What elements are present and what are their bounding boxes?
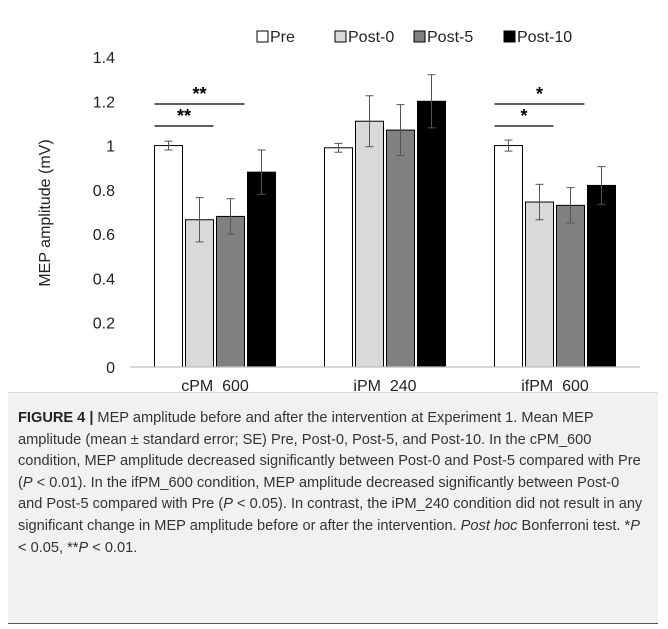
- legend-label: Post-0: [348, 29, 394, 46]
- legend: Pre Post-0 Post-5 Post-10: [256, 29, 572, 46]
- bar-post-5: [216, 215, 245, 368]
- bar-pre: [494, 145, 523, 368]
- y-tick-label: 1.2: [93, 94, 115, 111]
- bar-post-0: [355, 120, 384, 368]
- y-tick-label: 0.6: [93, 227, 115, 244]
- p-symbol: P: [630, 517, 640, 534]
- legend-swatch-post-10: [503, 30, 516, 43]
- x-tick-label: iPM_240: [353, 378, 416, 392]
- caption-text-1: MEP amplitude before and after the inter…: [18, 410, 641, 491]
- p-symbol: P: [22, 474, 33, 491]
- significance-label: **: [177, 106, 191, 126]
- significance-label: *: [536, 84, 543, 104]
- x-tick-label: ifPM_600: [521, 378, 589, 392]
- y-tick-label: 0.8: [93, 183, 115, 200]
- y-tick-label: 1: [106, 139, 115, 156]
- legend-swatch-pre: [256, 30, 269, 43]
- p-symbol: P: [223, 496, 233, 513]
- p-symbol: P: [78, 539, 89, 556]
- error-bars: [164, 74, 606, 243]
- bar-pre: [324, 147, 353, 368]
- bar-post-0: [525, 201, 554, 368]
- y-tick-label: 0: [106, 360, 115, 377]
- legend-swatch-post-5: [413, 30, 426, 43]
- caption-box: [8, 392, 658, 624]
- caption-separator: |: [89, 410, 94, 426]
- bar-post-5: [386, 129, 415, 368]
- x-axis-ticks: cPM_600 iPM_240 ifPM_600: [181, 378, 589, 392]
- bar-post-10: [417, 100, 446, 368]
- legend-label: Post-5: [427, 29, 473, 46]
- significance-markers: ******: [154, 84, 585, 127]
- caption-text-4: Bonferroni test. *: [517, 517, 631, 534]
- bar-chart: Pre Post-0 Post-5 Post-10 MEP amplitude (mV…: [37, 29, 640, 392]
- figure-label: FIGURE 4: [18, 410, 86, 426]
- significance-label: **: [192, 84, 206, 104]
- bar-post-10: [247, 171, 276, 368]
- caption-text-2: < 0.01). In the ifPM_600 condition, MEP …: [18, 474, 620, 513]
- y-axis-ticks: 0 0.2 0.4 0.6 0.8 1 1.2 1.4: [93, 50, 115, 377]
- caption-text-3: < 0.05). In contrast, the iPM_240 condit…: [18, 496, 643, 534]
- bar-post-5: [556, 204, 585, 368]
- post-hoc-text: Post hoc: [460, 517, 518, 534]
- y-tick-label: 0.4: [93, 271, 115, 288]
- bar-pre: [154, 145, 183, 368]
- significance-label: *: [520, 106, 527, 126]
- figure-caption: FIGURE 4 | MEP amplitude before and after …: [18, 408, 646, 559]
- x-tick-label: cPM_600: [181, 378, 249, 392]
- bars: [154, 100, 616, 368]
- legend-label: Pre: [270, 29, 295, 46]
- legend-swatch-post-0: [334, 30, 347, 43]
- y-tick-label: 0.2: [93, 316, 115, 333]
- caption-text-5: < 0.05, **: [18, 539, 79, 556]
- caption-text-6: < 0.01.: [88, 539, 138, 556]
- bar-post-0: [185, 219, 214, 368]
- legend-label: Post-10: [517, 29, 572, 46]
- y-axis-title: MEP amplitude (mV): [37, 139, 54, 286]
- y-tick-label: 1.4: [93, 50, 115, 67]
- bar-post-10: [587, 184, 616, 368]
